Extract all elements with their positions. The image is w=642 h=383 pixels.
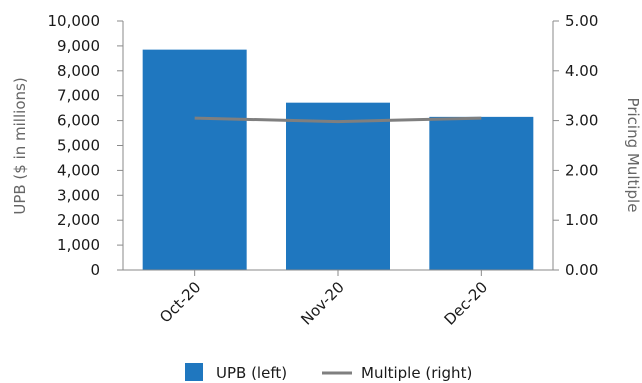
left-tick-label: 5,000 xyxy=(57,137,100,155)
bars-group xyxy=(142,49,534,271)
legend: UPB (left) Multiple (right) xyxy=(185,363,472,382)
left-tick-label: 0 xyxy=(90,261,100,279)
left-tick-label: 7,000 xyxy=(57,87,100,105)
left-tick-label: 3,000 xyxy=(57,186,100,204)
legend-label-multiple: Multiple (right) xyxy=(361,364,472,382)
left-tick-label: 10,000 xyxy=(48,12,101,30)
left-tick-label: 1,000 xyxy=(57,236,100,254)
right-axis-title: Pricing Multiple xyxy=(624,98,642,213)
x-tick-label: Nov-20 xyxy=(297,278,347,328)
bar-nov-20 xyxy=(286,102,390,270)
x-tick-label: Dec-20 xyxy=(441,278,492,329)
right-tick-label: 3.00 xyxy=(565,112,598,130)
left-axis: 0 1,000 2,000 3,000 4,000 5,000 6,000 7,000 8,00… xyxy=(48,12,124,279)
left-tick-label: 4,000 xyxy=(57,161,100,179)
legend-swatch-upb xyxy=(185,363,203,381)
right-tick-label: 0.00 xyxy=(565,261,598,279)
right-tick-label: 2.00 xyxy=(565,161,598,179)
x-axis: Oct-20 Nov-20 Dec-20 xyxy=(123,269,553,329)
left-tick-label: 6,000 xyxy=(57,112,100,130)
right-tick-label: 4.00 xyxy=(565,62,598,80)
right-axis: 0.00 1.00 2.00 3.00 4.00 5.00 xyxy=(552,12,598,279)
left-tick-label: 8,000 xyxy=(57,62,100,80)
bar-oct-20 xyxy=(142,49,247,271)
left-tick-label: 2,000 xyxy=(57,211,100,229)
right-tick-label: 5.00 xyxy=(565,12,598,30)
x-tick-label: Oct-20 xyxy=(156,278,204,326)
left-axis-title: UPB ($ in millions) xyxy=(11,77,29,214)
legend-label-upb: UPB (left) xyxy=(216,364,287,382)
bar-dec-20 xyxy=(429,116,534,271)
left-tick-label: 9,000 xyxy=(57,37,100,55)
right-tick-label: 1.00 xyxy=(565,211,598,229)
line-series-group xyxy=(194,116,482,124)
